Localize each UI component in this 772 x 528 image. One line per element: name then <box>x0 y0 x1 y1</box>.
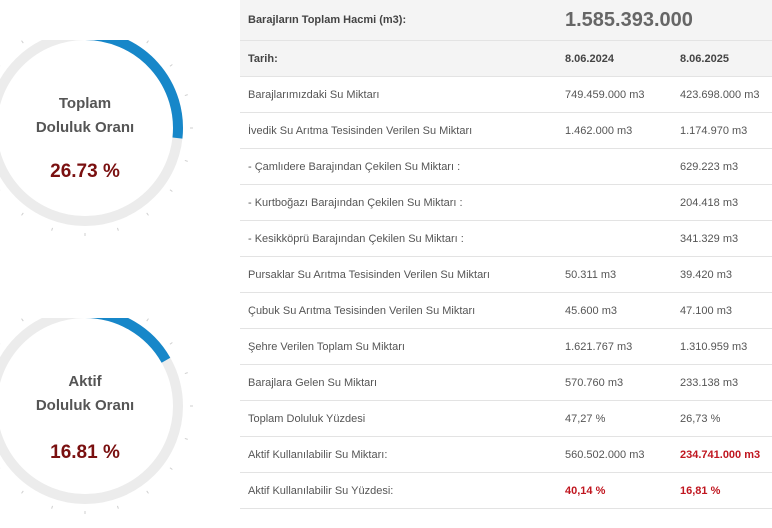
row-value-2024: 570.760 m3 <box>557 365 672 401</box>
gauge-tick <box>170 343 172 345</box>
gauge-tick <box>170 65 172 67</box>
row-label: Toplam Doluluk Yüzdesi <box>240 401 557 437</box>
row-value-2024: 1.621.767 m3 <box>557 329 672 365</box>
table-row: Pursaklar Su Arıtma Tesisinden Verilen S… <box>240 257 772 293</box>
row-value-2025: 1.310.959 m3 <box>672 329 772 365</box>
row-label: Barajlara Gelen Su Miktarı <box>240 365 557 401</box>
gauge-title-line2: Doluluk Oranı <box>0 116 170 140</box>
row-value-2025: 233.138 m3 <box>672 365 772 401</box>
row-value-2024: 45.600 m3 <box>557 293 672 329</box>
row-value-2025: 204.418 m3 <box>672 185 772 221</box>
row-value-2025: 26,73 % <box>672 401 772 437</box>
date-2025: 8.06.2025 <box>672 41 772 77</box>
row-label: - Kesikköprü Barajından Çekilen Su Mikta… <box>240 221 557 257</box>
row-value-2024: 50.311 m3 <box>557 257 672 293</box>
date-label: Tarih: <box>240 41 557 77</box>
gauge-tick <box>22 213 24 215</box>
row-label: Aktif Kullanılabilir Su Yüzdesi: <box>240 473 557 509</box>
row-value-2024: 1.462.000 m3 <box>557 113 672 149</box>
gauge-ring <box>0 40 230 250</box>
gauge-tick <box>22 319 24 321</box>
row-label: Barajlarımızdaki Su Miktarı <box>240 77 557 113</box>
gauge-tick <box>185 95 188 96</box>
gauge-tick <box>117 506 118 509</box>
gauge-ring <box>0 318 230 528</box>
row-label: - Kurtboğazı Barajından Çekilen Su Mikta… <box>240 185 557 221</box>
gauge-tick <box>185 373 188 374</box>
row-value-2025: 47.100 m3 <box>672 293 772 329</box>
gauge-tick <box>147 41 149 43</box>
gauge-tick <box>22 41 24 43</box>
row-value-2025: 234.741.000 m3 <box>672 437 772 473</box>
row-label: Çubuk Su Arıtma Tesisinden Verilen Su Mi… <box>240 293 557 329</box>
table-row: İvedik Su Arıtma Tesisinden Verilen Su M… <box>240 113 772 149</box>
gauge-tick <box>117 228 118 231</box>
row-value-2025: 341.329 m3 <box>672 221 772 257</box>
gauge-value: 16.81 % <box>0 442 170 464</box>
gauge-arc <box>85 318 166 360</box>
row-label: Şehre Verilen Toplam Su Miktarı <box>240 329 557 365</box>
row-value-2025: 1.174.970 m3 <box>672 113 772 149</box>
row-value-2025: 629.223 m3 <box>672 149 772 185</box>
dam-stats-table: Barajların Toplam Hacmi (m3): 1.585.393.… <box>240 0 772 509</box>
row-value-2024: 47,27 % <box>557 401 672 437</box>
gauge-tick <box>170 468 172 470</box>
table-row: - Çamlıdere Barajından Çekilen Su Miktar… <box>240 149 772 185</box>
row-value-2025: 39.420 m3 <box>672 257 772 293</box>
gauge-title-line1: Aktif <box>0 370 170 394</box>
row-value-2025: 423.698.000 m3 <box>672 77 772 113</box>
gauge-tick <box>52 506 53 509</box>
active-fill-gauge: Aktif Doluluk Oranı 16.81 % <box>0 318 230 528</box>
gauge-title: Aktif Doluluk Oranı <box>0 370 170 418</box>
row-label: - Çamlıdere Barajından Çekilen Su Miktar… <box>240 149 557 185</box>
row-value-2024 <box>557 221 672 257</box>
gauge-tick <box>147 319 149 321</box>
row-value-2024 <box>557 185 672 221</box>
table-row: - Kurtboğazı Barajından Çekilen Su Mikta… <box>240 185 772 221</box>
row-value-2024: 560.502.000 m3 <box>557 437 672 473</box>
total-fill-gauge: Toplam Doluluk Oranı 26.73 % <box>0 40 230 250</box>
table-row: - Kesikköprü Barajından Çekilen Su Mikta… <box>240 221 772 257</box>
table-row: Aktif Kullanılabilir Su Yüzdesi:40,14 %1… <box>240 473 772 509</box>
date-row: Tarih: 8.06.2024 8.06.2025 <box>240 41 772 77</box>
row-value-2024 <box>557 149 672 185</box>
table-row: Aktif Kullanılabilir Su Miktarı:560.502.… <box>240 437 772 473</box>
gauge-tick <box>185 160 188 161</box>
gauge-tick <box>147 491 149 493</box>
gauge-tick <box>22 491 24 493</box>
gauge-title: Toplam Doluluk Oranı <box>0 92 170 140</box>
gauge-title-line1: Toplam <box>0 92 170 116</box>
gauge-tick <box>52 228 53 231</box>
row-label: Aktif Kullanılabilir Su Miktarı: <box>240 437 557 473</box>
total-volume-label: Barajların Toplam Hacmi (m3): <box>240 0 557 41</box>
gauge-tick <box>147 213 149 215</box>
gauge-tick <box>170 190 172 192</box>
total-volume-value: 1.585.393.000 <box>557 0 772 41</box>
table-row: Çubuk Su Arıtma Tesisinden Verilen Su Mi… <box>240 293 772 329</box>
date-2024: 8.06.2024 <box>557 41 672 77</box>
gauge-tick <box>185 438 188 439</box>
row-value-2025: 16,81 % <box>672 473 772 509</box>
row-label: Pursaklar Su Arıtma Tesisinden Verilen S… <box>240 257 557 293</box>
row-value-2024: 749.459.000 m3 <box>557 77 672 113</box>
table-header-row: Barajların Toplam Hacmi (m3): 1.585.393.… <box>240 0 772 41</box>
gauge-value: 26.73 % <box>0 161 170 183</box>
row-label: İvedik Su Arıtma Tesisinden Verilen Su M… <box>240 113 557 149</box>
gauge-title-line2: Doluluk Oranı <box>0 394 170 418</box>
row-value-2024: 40,14 % <box>557 473 672 509</box>
